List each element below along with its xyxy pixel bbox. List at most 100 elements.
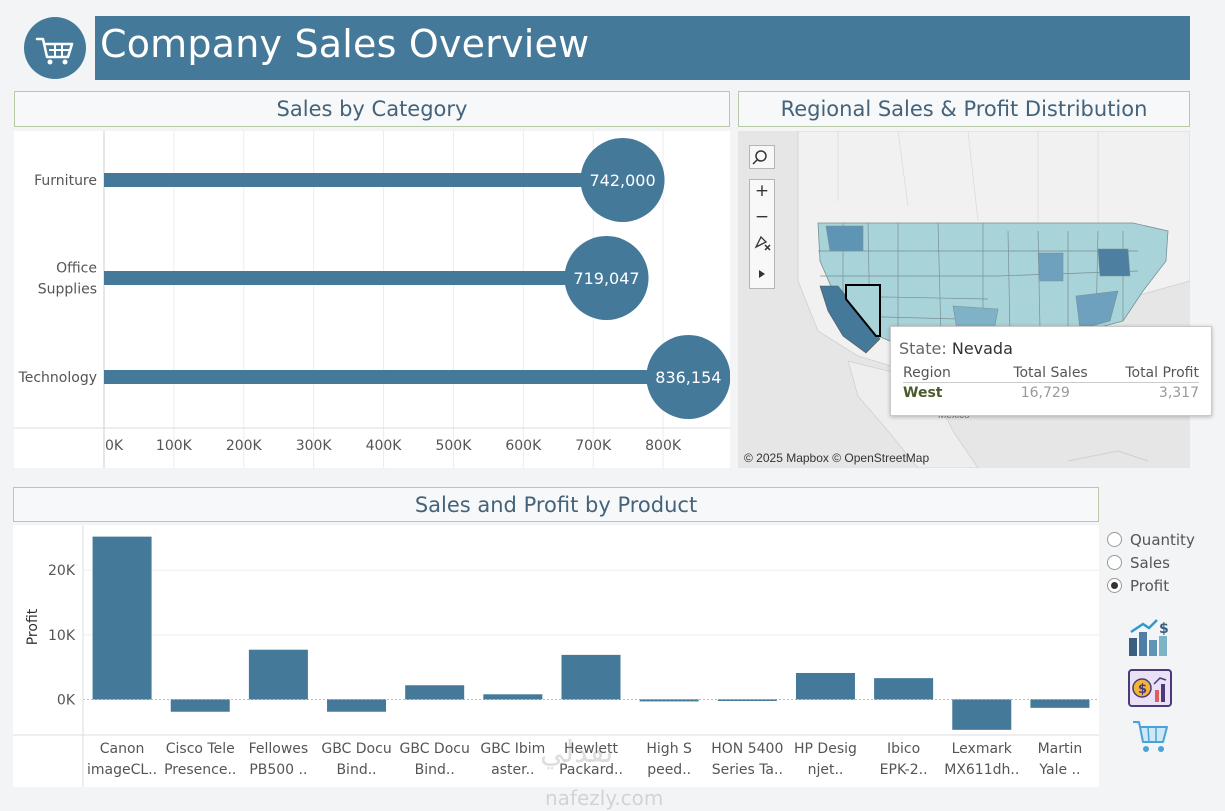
category-bar — [104, 271, 607, 285]
product-label: Ibico — [887, 741, 920, 757]
product-label: HON 5400 — [711, 741, 783, 757]
y-axis-title: Profit — [25, 608, 41, 645]
watermark-latin: nafezly.com — [545, 786, 664, 810]
product-label: Cisco Tele — [166, 741, 235, 757]
product-bar — [92, 536, 152, 700]
product-label: HP Desig — [794, 741, 857, 757]
category-panel-header: Sales by Category — [14, 91, 730, 127]
x-tick-label: 300K — [296, 438, 333, 454]
tooltip-state: State: Nevada — [899, 339, 1013, 358]
category-label: Supplies — [38, 282, 97, 298]
product-label: njet.. — [808, 762, 844, 778]
sales-view-button[interactable]: $ — [1127, 668, 1173, 708]
x-tick-label: 600K — [505, 438, 542, 454]
x-tick-label: 400K — [366, 438, 403, 454]
category-label: Office — [56, 261, 97, 277]
y-tick-label: 0K — [57, 692, 76, 708]
x-tick-label: 500K — [435, 438, 472, 454]
tooltip-col-profit: Total Profit — [1087, 365, 1199, 383]
product-label: GBC Docu — [400, 741, 470, 757]
watermark-arabic: نفذلي — [540, 735, 614, 770]
product-bar — [874, 678, 934, 700]
category-value-label: 836,154 — [655, 368, 721, 387]
product-bar — [170, 699, 230, 712]
product-label: GBC Docu — [321, 741, 391, 757]
x-tick-label: 800K — [645, 438, 682, 454]
measure-selector: Quantity Sales Profit — [1105, 528, 1215, 603]
category-value-label: 742,000 — [589, 171, 655, 190]
x-tick-label: 100K — [156, 438, 193, 454]
radio-sales[interactable] — [1107, 555, 1122, 570]
tooltip-state-prefix: State: — [899, 339, 947, 358]
radio-profit[interactable] — [1107, 578, 1122, 593]
y-tick-label: 20K — [48, 563, 76, 579]
product-panel-header: Sales and Profit by Product — [13, 487, 1099, 522]
category-label: Furniture — [34, 173, 97, 189]
profit-view-button[interactable]: $ — [1127, 618, 1173, 658]
logo-badge — [24, 17, 86, 79]
tooltip-col-sales: Total Sales — [975, 365, 1088, 383]
svg-text:$: $ — [1159, 621, 1169, 637]
tooltip-col-region: Region — [903, 365, 976, 383]
dashboard-title-bar: Company Sales Overview — [95, 16, 1190, 80]
product-label: Bind.. — [336, 762, 376, 778]
zoom-in-icon[interactable]: + — [754, 181, 770, 201]
product-label: Series Ta.. — [712, 762, 783, 778]
product-label: Fellowes — [249, 741, 309, 757]
pin-reset-button[interactable] — [749, 231, 775, 253]
tooltip-table: Region Total Sales Total Profit West 16,… — [903, 365, 1199, 401]
category-bar — [104, 173, 623, 187]
product-label: aster.. — [491, 762, 534, 778]
product-bar — [1030, 699, 1090, 708]
category-value-label: 719,047 — [573, 269, 639, 288]
map-search-button[interactable] — [749, 145, 775, 169]
product-label: MX611dh.. — [944, 762, 1019, 778]
product-bar — [717, 699, 777, 701]
radio-label-sales: Sales — [1130, 554, 1170, 572]
x-tick-label: 0K — [105, 438, 124, 454]
category-bubble — [580, 138, 665, 222]
tooltip-profit: 3,317 — [1158, 385, 1199, 401]
radio-label-profit: Profit — [1130, 577, 1170, 595]
product-label: Martin — [1038, 741, 1083, 757]
product-bar — [952, 699, 1012, 730]
profit-chart-icon: $ — [1129, 619, 1169, 656]
svg-text:$: $ — [1138, 682, 1147, 697]
map-panel-header: Regional Sales & Profit Distribution — [738, 91, 1190, 127]
product-label: Hewlett — [564, 741, 619, 757]
product-bar — [483, 694, 543, 700]
search-icon — [752, 150, 767, 165]
product-label: Packard.. — [559, 762, 623, 778]
map-canvas: Mexico — [797, 131, 1190, 468]
product-bar — [561, 654, 621, 700]
product-label: PB500 .. — [249, 762, 307, 778]
product-bar — [639, 699, 699, 702]
category-chart[interactable]: 0K 100K 200K 300K 400K 500K 600K 700K 800K 742,00… — [14, 131, 731, 468]
product-label: EPK-2.. — [880, 762, 928, 778]
product-label: Presence.. — [164, 762, 236, 778]
regional-map[interactable]: Mexico + − — [738, 131, 1190, 468]
shopping-cart-icon — [35, 37, 74, 65]
zoom-out-icon[interactable]: − — [754, 207, 770, 227]
radio-label-quantity: Quantity — [1130, 531, 1195, 549]
product-label: peed.. — [647, 762, 691, 778]
map-expand-button[interactable] — [749, 263, 775, 285]
product-label: Bind.. — [415, 762, 455, 778]
product-label: Canon — [100, 741, 145, 757]
category-bubble — [564, 236, 649, 320]
category-bar — [104, 370, 689, 384]
product-label: imageCL.. — [87, 762, 157, 778]
quantity-view-button[interactable] — [1130, 716, 1176, 756]
y-tick-label: 10K — [48, 628, 76, 644]
product-chart[interactable]: 0K 10K 20K Profit Canon imageCL.. Cisco Tele Pr… — [13, 525, 1099, 787]
expand-arrow-icon — [759, 270, 765, 278]
product-label: Lexmark — [952, 741, 1013, 757]
radio-quantity[interactable] — [1107, 532, 1122, 547]
x-tick-label: 200K — [226, 438, 263, 454]
cart-icon — [1133, 721, 1168, 752]
pin-reset-icon — [754, 235, 771, 251]
dashboard-title: Company Sales Overview — [100, 22, 590, 66]
map-credit: © 2025 Mapbox © OpenStreetMap — [744, 451, 930, 465]
x-tick-label: 700K — [575, 438, 612, 454]
dollar-calculator-icon: $ — [1128, 669, 1172, 707]
